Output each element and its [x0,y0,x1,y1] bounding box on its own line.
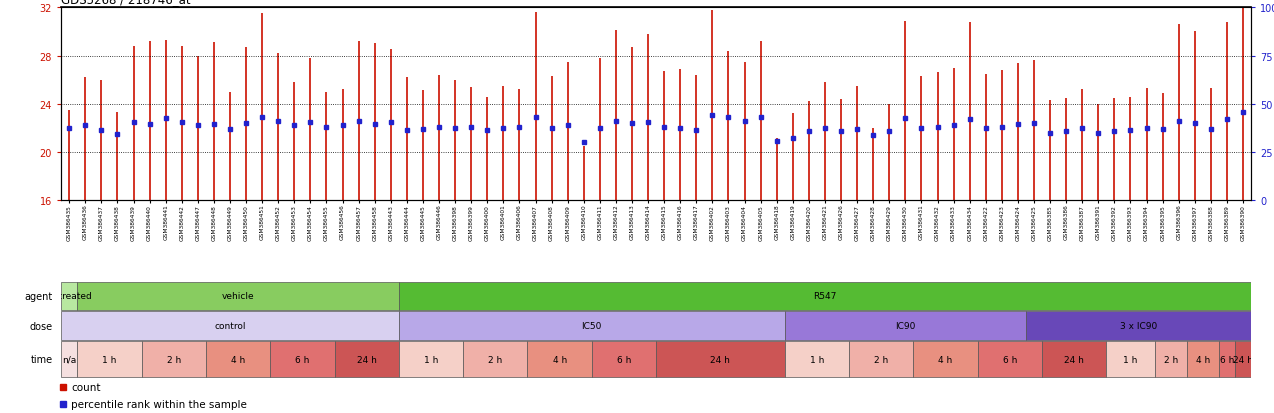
Bar [399,282,1251,311]
Text: 4 h: 4 h [231,355,245,364]
Text: 24 h: 24 h [1233,355,1252,364]
Text: 6 h: 6 h [617,355,631,364]
Bar [977,342,1042,377]
Text: 6 h: 6 h [296,355,310,364]
Bar [785,311,1026,340]
Text: 24 h: 24 h [357,355,377,364]
Text: GDS5268 / 218746_at: GDS5268 / 218746_at [61,0,191,6]
Bar [656,342,785,377]
Bar [464,342,527,377]
Text: 4 h: 4 h [1196,355,1210,364]
Bar [78,342,141,377]
Text: 1 h: 1 h [424,355,438,364]
Bar [1106,342,1154,377]
Text: agent: agent [25,291,54,301]
Bar [1235,342,1251,377]
Text: control: control [214,321,246,330]
Text: 24 h: 24 h [711,355,730,364]
Text: 1 h: 1 h [810,355,824,364]
Text: dose: dose [31,321,54,331]
Text: 1 h: 1 h [1124,355,1138,364]
Text: 2 h: 2 h [167,355,181,364]
Text: 1 h: 1 h [102,355,117,364]
Text: vehicle: vehicle [222,292,255,301]
Bar [913,342,977,377]
Text: R547: R547 [813,292,837,301]
Text: 3 x IC90: 3 x IC90 [1120,321,1157,330]
Text: IC90: IC90 [896,321,916,330]
Bar [1219,342,1235,377]
Bar [785,342,848,377]
Text: 24 h: 24 h [1064,355,1084,364]
Bar [61,342,78,377]
Text: 6 h: 6 h [1003,355,1017,364]
Text: 6 h: 6 h [1219,355,1235,364]
Bar [399,311,785,340]
Bar [270,342,335,377]
Text: time: time [31,354,54,364]
Bar [1026,311,1251,340]
Text: count: count [71,382,101,392]
Bar [1042,342,1106,377]
Text: 2 h: 2 h [488,355,502,364]
Bar [61,282,78,311]
Bar [1187,342,1219,377]
Bar [61,311,399,340]
Text: 4 h: 4 h [939,355,953,364]
Bar [848,342,913,377]
Text: n/a: n/a [62,355,76,364]
Text: IC50: IC50 [582,321,603,330]
Text: percentile rank within the sample: percentile rank within the sample [71,399,247,409]
Bar [78,282,399,311]
Bar [527,342,592,377]
Text: 2 h: 2 h [1163,355,1177,364]
Text: 2 h: 2 h [874,355,888,364]
Text: untreated: untreated [47,292,92,301]
Bar [335,342,399,377]
Bar [399,342,464,377]
Bar [141,342,206,377]
Text: 4 h: 4 h [553,355,567,364]
Bar [1154,342,1187,377]
Bar [206,342,270,377]
Bar [592,342,656,377]
